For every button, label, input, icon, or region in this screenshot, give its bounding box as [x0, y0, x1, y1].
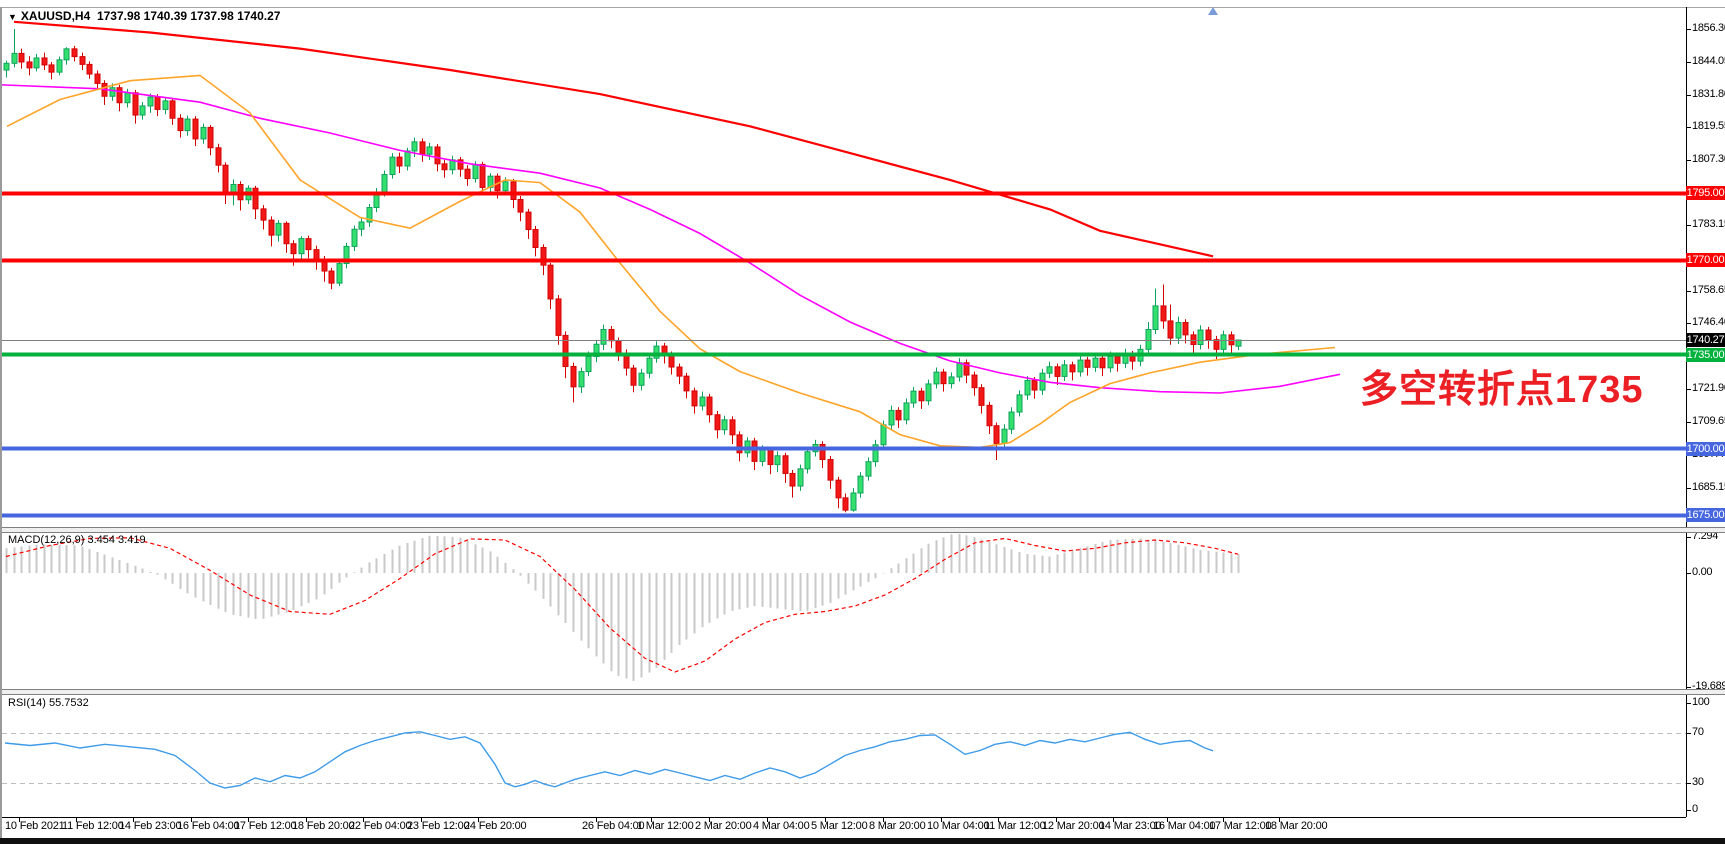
macd-scale-label: 0.00: [1692, 566, 1713, 578]
price-tick-label: 1746.40: [1692, 316, 1725, 328]
macd-indicator-label: MACD(12,26,9) 3.454 3.419: [8, 534, 146, 546]
price-tick-label: 1844.05: [1692, 55, 1725, 67]
rsi-indicator-label: RSI(14) 55.7532: [8, 697, 89, 709]
time-axis[interactable]: 10 Feb 2021 11 Feb 12:00 14 Feb 23:00 16 Fe…: [0, 818, 1686, 838]
time-tick-label: 18 Feb 20:00: [292, 820, 355, 832]
ma-long-red-line: [13, 20, 1214, 258]
price-tick-label: 1807.30: [1692, 153, 1725, 165]
price-tick-label: 1856.30: [1692, 22, 1725, 34]
macd-scale-label: 7.294: [1692, 530, 1719, 542]
time-tick-label: 16 Mar 04:00: [1153, 820, 1216, 832]
price-tick-label: 1831.80: [1692, 88, 1725, 100]
ma-magenta-line: [2, 84, 1341, 394]
rsi-scale-label: 30: [1692, 776, 1704, 788]
time-tick-label: 24 Feb 20:00: [464, 820, 527, 832]
price-level-label: 1740.27: [1686, 333, 1725, 347]
panel-splitter-rsi[interactable]: [0, 689, 1725, 695]
time-tick-label: 26 Feb 04:00: [582, 820, 645, 832]
rsi-scale-label: 100: [1692, 696, 1710, 708]
time-tick-label: 12 Mar 20:00: [1042, 820, 1105, 832]
ma-orange-line: [6, 74, 1336, 449]
price-level-label: 1735.00: [1686, 348, 1725, 362]
symbol-title: XAUUSD,H4: [20, 9, 91, 23]
price-tick-label: 1709.65: [1692, 415, 1725, 427]
time-tick-label: 5 Mar 12:00: [811, 820, 868, 832]
price-tick-label: 1685.15: [1692, 481, 1725, 493]
rsi-line: [4, 731, 1214, 789]
price-level-label: 1675.00: [1686, 508, 1725, 522]
time-tick-label: 23 Feb 12:00: [407, 820, 470, 832]
time-tick-label: 10 Feb 2021: [5, 820, 65, 832]
window-left-edge: [0, 7, 2, 838]
panel-splitter-macd[interactable]: [0, 527, 1725, 533]
price-tick-label: 1783.15: [1692, 218, 1725, 230]
time-tick-label: 1 Mar 12:00: [637, 820, 694, 832]
time-tick-label: 17 Mar 12:00: [1209, 820, 1272, 832]
price-level-label: 1795.00: [1686, 186, 1725, 200]
time-tick-label: 14 Mar 23:00: [1099, 820, 1162, 832]
ohlc-readout: 1737.98 1740.39 1737.98 1740.27: [96, 9, 281, 23]
rsi-scale-label: 0: [1692, 803, 1698, 815]
time-tick-label: 10 Mar 04:00: [927, 820, 990, 832]
time-tick-label: 2 Mar 20:00: [695, 820, 752, 832]
main-chart-layer: [2, 20, 1341, 513]
macd-signal-line: [5, 537, 1239, 673]
time-tick-label: 17 Feb 12:00: [234, 820, 297, 832]
time-tick-label: 4 Mar 04:00: [753, 820, 810, 832]
chart-title: ▼ XAUUSD,H4 1737.98 1740.39 1737.98 1740.…: [8, 9, 280, 23]
chart-shift-marker-icon: [1208, 7, 1218, 15]
time-tick-label: 11 Mar 12:00: [984, 820, 1046, 832]
price-tick-label: 1819.55: [1692, 120, 1725, 132]
rsi-scale-label: 70: [1692, 726, 1704, 738]
price-level-label: 1700.00: [1686, 442, 1725, 456]
price-tick-label: 1758.65: [1692, 284, 1725, 296]
price-level-label: 1770.00: [1686, 253, 1725, 267]
annotation-text: 多空转折点1735: [1360, 369, 1644, 411]
symbol-dropdown-icon[interactable]: ▼: [8, 12, 17, 22]
macd-layer: [5, 534, 1240, 681]
time-tick-label: 8 Mar 20:00: [869, 820, 926, 832]
rsi-layer: [2, 731, 1686, 789]
window-bottom-edge: [0, 838, 1725, 844]
price-tick-label: 1721.90: [1692, 382, 1725, 394]
time-tick-label: 14 Feb 23:00: [119, 820, 182, 832]
time-tick-label: 22 Feb 04:00: [349, 820, 412, 832]
time-tick-label: 11 Feb 12:00: [62, 820, 124, 832]
price-axis[interactable]: 1856.30 1844.05 1831.80 1819.55 1807.30 1783.…: [1686, 0, 1725, 844]
time-tick-label: 18 Mar 20:00: [1265, 820, 1328, 832]
time-tick-label: 16 Feb 04:00: [177, 820, 240, 832]
